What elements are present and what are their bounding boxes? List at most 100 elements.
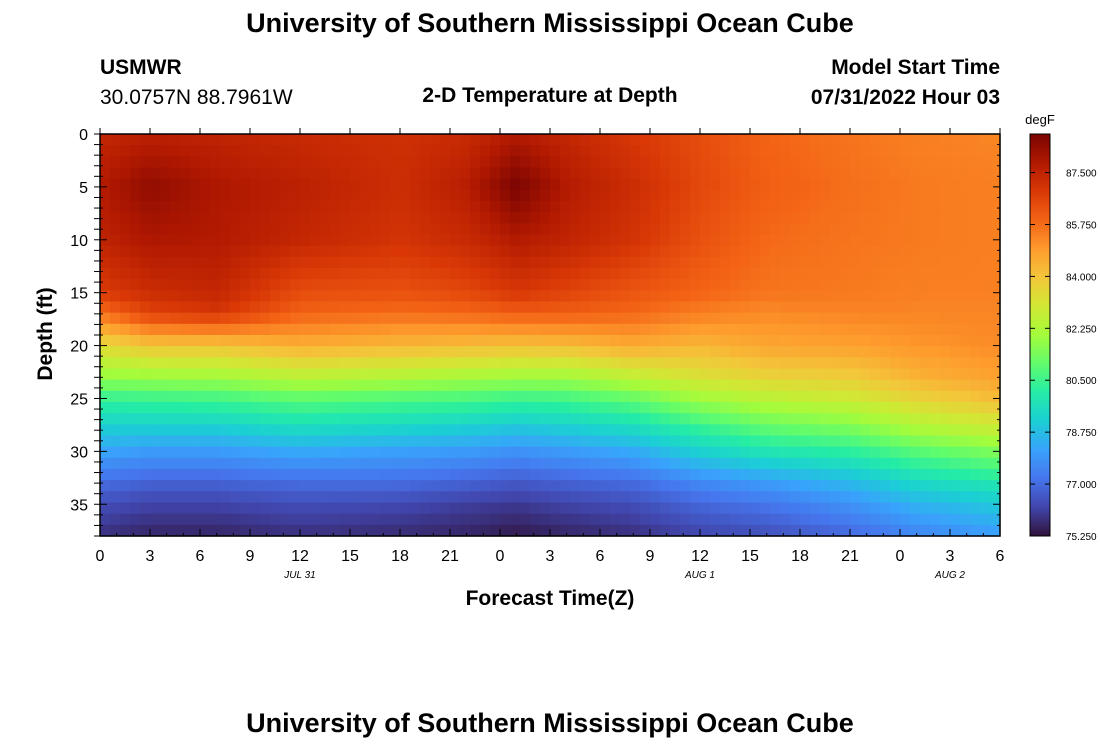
heatmap-cell — [430, 524, 441, 537]
heatmap-cell — [250, 245, 261, 258]
heatmap-cell — [780, 469, 791, 481]
heatmap-cell — [250, 167, 261, 180]
heatmap-cell — [550, 279, 561, 291]
heatmap-cell — [160, 379, 171, 392]
heatmap-cell — [530, 469, 541, 481]
heatmap-cell — [350, 290, 361, 303]
heatmap-cell — [470, 335, 481, 347]
heatmap-cell — [920, 524, 931, 537]
heatmap-cell — [660, 290, 671, 303]
heatmap-cell — [410, 134, 421, 146]
heatmap-cell — [680, 480, 691, 492]
heatmap-cell — [790, 145, 801, 157]
heatmap-cell — [740, 156, 751, 169]
heatmap-cell — [910, 245, 921, 258]
heatmap-cell — [230, 368, 241, 381]
heatmap-cell — [320, 156, 331, 169]
heatmap-cell — [530, 134, 541, 146]
heatmap-cell — [990, 368, 1001, 381]
heatmap-cell — [720, 502, 731, 515]
heatmap-cell — [160, 457, 171, 470]
heatmap-cell — [230, 390, 241, 403]
heatmap-cell — [430, 245, 441, 258]
heatmap-cell — [130, 323, 141, 336]
heatmap-cell — [790, 502, 801, 515]
heatmap-cell — [100, 513, 111, 526]
heatmap-cell — [700, 368, 711, 381]
heatmap-cell — [830, 134, 841, 146]
heatmap-cell — [480, 323, 491, 336]
heatmap-cell — [290, 189, 301, 202]
heatmap-cell — [630, 335, 641, 347]
heatmap-cell — [820, 178, 831, 191]
heatmap-cell — [140, 480, 151, 492]
heatmap-cell — [990, 413, 1001, 425]
heatmap-cell — [330, 134, 341, 146]
heatmap-cell — [450, 323, 461, 336]
heatmap-cell — [980, 290, 991, 303]
heatmap-cell — [930, 402, 941, 414]
heatmap-cell — [750, 335, 761, 347]
heatmap-cell — [200, 312, 211, 325]
heatmap-cell — [500, 413, 511, 425]
heatmap-cell — [610, 312, 621, 325]
heatmap-cell — [480, 234, 491, 247]
heatmap-cell — [620, 234, 631, 247]
heatmap-cell — [340, 469, 351, 481]
heatmap-cell — [720, 223, 731, 236]
heatmap-cell — [790, 491, 801, 504]
x-tick-label: 0 — [896, 548, 905, 565]
heatmap-cell — [540, 201, 551, 213]
heatmap-cell — [630, 346, 641, 358]
heatmap-cell — [760, 357, 771, 370]
heatmap-cell — [960, 469, 971, 481]
heatmap-cell — [860, 346, 871, 358]
heatmap-cell — [770, 346, 781, 358]
heatmap-cell — [420, 245, 431, 258]
heatmap-cell — [390, 424, 401, 437]
heatmap-cell — [490, 134, 501, 146]
heatmap-cell — [710, 357, 721, 370]
heatmap-cell — [130, 256, 141, 269]
heatmap-cell — [950, 413, 961, 425]
heatmap-cell — [520, 379, 531, 392]
heatmap-cell — [900, 402, 911, 414]
heatmap-cell — [150, 413, 161, 425]
heatmap-cell — [300, 323, 311, 336]
heatmap-cell — [760, 368, 771, 381]
heatmap-cell — [680, 312, 691, 325]
heatmap-cell — [440, 301, 451, 314]
heatmap-cell — [810, 167, 821, 180]
heatmap-cell — [880, 524, 891, 537]
heatmap-cell — [670, 234, 681, 247]
heatmap-cell — [180, 167, 191, 180]
heatmap-cell — [540, 279, 551, 291]
heatmap-cell — [360, 312, 371, 325]
heatmap-cell — [890, 290, 901, 303]
heatmap-cell — [250, 368, 261, 381]
heatmap-cell — [400, 290, 411, 303]
heatmap-cell — [130, 435, 141, 448]
heatmap-cell — [420, 368, 431, 381]
heatmap-cell — [750, 223, 761, 236]
heatmap-cell — [830, 413, 841, 425]
heatmap-cell — [180, 469, 191, 481]
heatmap-cell — [370, 513, 381, 526]
heatmap-cell — [200, 435, 211, 448]
heatmap-cell — [590, 346, 601, 358]
heatmap-cell — [170, 402, 181, 414]
heatmap-cell — [460, 201, 471, 213]
heatmap-cell — [480, 189, 491, 202]
heatmap-cell — [600, 189, 611, 202]
heatmap-cell — [340, 480, 351, 492]
heatmap-cell — [740, 390, 751, 403]
heatmap-cell — [620, 480, 631, 492]
heatmap-cell — [980, 301, 991, 314]
heatmap-cell — [560, 413, 571, 425]
heatmap-cell — [500, 346, 511, 358]
heatmap-cell — [520, 402, 531, 414]
heatmap-cell — [370, 234, 381, 247]
heatmap-cell — [410, 312, 421, 325]
heatmap-cell — [100, 469, 111, 481]
heatmap-cell — [260, 457, 271, 470]
